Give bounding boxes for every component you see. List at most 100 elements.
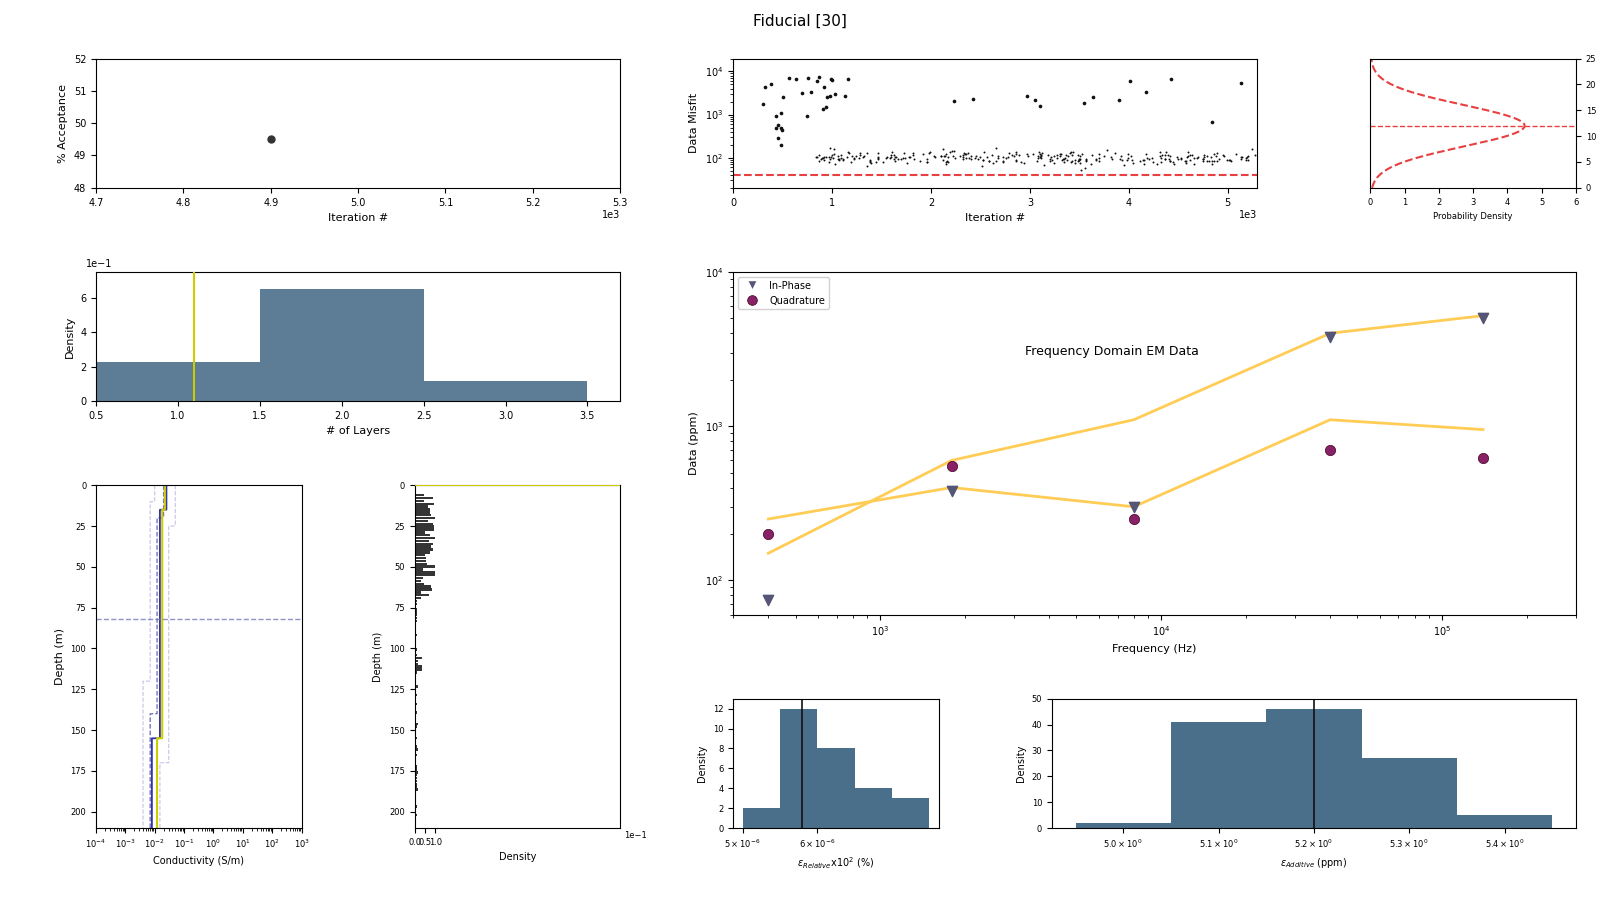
- Point: [770, 90, 795, 104]
- Point: [933, 147, 958, 161]
- Point: [834, 150, 859, 165]
- Point: [1144, 157, 1170, 171]
- Point: [1224, 147, 1250, 161]
- Point: [1099, 151, 1125, 166]
- Point: [976, 154, 1002, 168]
- Point: [934, 154, 960, 168]
- Bar: [414, 711, 418, 714]
- Bar: [414, 540, 429, 542]
- Point: [1067, 152, 1093, 166]
- Point: [848, 146, 874, 160]
- Point: [1122, 500, 1147, 514]
- Point: [864, 146, 890, 160]
- Point: [878, 145, 904, 159]
- Point: [858, 154, 883, 168]
- Point: [955, 146, 981, 160]
- Point: [768, 138, 794, 152]
- Point: [1022, 93, 1048, 107]
- Point: [755, 592, 781, 607]
- Point: [826, 153, 851, 167]
- Point: [1216, 153, 1242, 167]
- Bar: [414, 572, 435, 573]
- Point: [942, 151, 968, 166]
- X-axis label: Probability Density: Probability Density: [1434, 212, 1514, 221]
- Point: [1050, 151, 1075, 166]
- Point: [1218, 154, 1243, 168]
- Point: [958, 152, 984, 166]
- Point: [939, 144, 965, 158]
- Point: [821, 147, 846, 161]
- Point: [941, 143, 966, 157]
- Point: [1190, 154, 1216, 168]
- Point: [1027, 99, 1053, 113]
- Point: [979, 156, 1005, 170]
- Bar: [414, 774, 418, 777]
- Point: [789, 86, 814, 100]
- Point: [1211, 148, 1237, 163]
- Point: [1027, 144, 1053, 158]
- Point: [1062, 156, 1088, 170]
- Point: [808, 152, 834, 166]
- Point: [1190, 150, 1216, 165]
- Point: [832, 88, 858, 103]
- Point: [1003, 154, 1029, 168]
- Bar: [414, 777, 418, 779]
- Point: [1240, 142, 1266, 157]
- Point: [1074, 153, 1099, 167]
- Point: [968, 150, 994, 165]
- Point: [1470, 311, 1496, 326]
- Point: [770, 123, 795, 138]
- Point: [1115, 150, 1141, 165]
- Bar: [414, 560, 426, 562]
- Bar: [414, 494, 424, 497]
- Point: [1117, 74, 1142, 88]
- Bar: [414, 594, 429, 597]
- Point: [818, 149, 843, 164]
- Point: [1002, 148, 1027, 163]
- Point: [1134, 150, 1160, 165]
- Point: [939, 484, 965, 499]
- Bar: [414, 671, 418, 673]
- Point: [1091, 148, 1117, 163]
- Bar: [1171, 722, 1266, 828]
- Point: [914, 155, 939, 169]
- Text: 1e3: 1e3: [1238, 211, 1258, 220]
- Point: [1037, 154, 1062, 168]
- Point: [1229, 76, 1254, 91]
- Point: [1109, 149, 1134, 164]
- Point: [1176, 145, 1202, 159]
- Bar: [414, 548, 434, 551]
- Point: [830, 153, 856, 167]
- Point: [1027, 147, 1053, 161]
- Point: [1050, 153, 1075, 167]
- Point: [898, 149, 923, 164]
- Point: [971, 153, 997, 167]
- Point: [986, 149, 1011, 164]
- Bar: [779, 708, 818, 828]
- Point: [896, 150, 922, 165]
- Bar: [259, 289, 342, 401]
- Bar: [414, 565, 435, 568]
- Text: 1e−1: 1e−1: [624, 832, 646, 841]
- Point: [882, 154, 907, 168]
- Point: [878, 148, 904, 162]
- Bar: [414, 589, 432, 590]
- Bar: [414, 769, 418, 770]
- Point: [1160, 155, 1186, 169]
- Bar: [414, 660, 418, 662]
- Point: [1182, 151, 1208, 166]
- Point: [1035, 148, 1061, 162]
- Point: [806, 70, 832, 85]
- Point: [1048, 147, 1074, 161]
- Point: [830, 152, 856, 166]
- Text: 1e−1: 1e−1: [85, 258, 112, 269]
- Point: [810, 151, 835, 166]
- Point: [755, 526, 781, 541]
- Bar: [1075, 823, 1171, 828]
- Bar: [414, 528, 434, 531]
- Point: [1229, 149, 1254, 164]
- Point: [922, 150, 947, 165]
- Point: [874, 151, 899, 166]
- Point: [1194, 154, 1219, 168]
- Point: [1194, 148, 1219, 163]
